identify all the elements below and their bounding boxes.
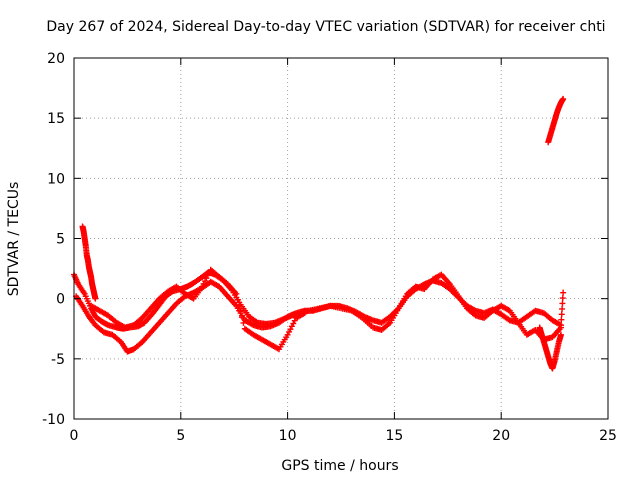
series-spike-early [79,223,99,302]
series-tail-dip [536,324,565,372]
data-point [92,295,99,302]
data-point [237,308,244,315]
series-track-a [71,269,567,332]
chart-title: Day 267 of 2024, Sidereal Day-to-day VTE… [46,19,605,35]
data-series [71,95,567,372]
series-spike-late [545,95,567,146]
axis-ticks: 0 5 10 15 20 25 -10 -5 0 5 10 15 20 [42,51,617,444]
data-point [240,319,247,326]
data-point [558,324,565,331]
data-point [558,331,565,338]
data-point [558,311,565,318]
y-tick-label: 20 [47,51,65,67]
data-point [559,300,566,307]
x-tick-label: 20 [492,428,510,444]
y-tick-label: 10 [47,171,65,187]
x-tick-label: 10 [279,428,297,444]
x-tick-label: 25 [599,428,617,444]
grid [74,58,608,419]
x-tick-label: 15 [385,428,403,444]
data-point [236,302,243,309]
y-axis-label: SDTVAR / TECUs [6,182,22,297]
x-tick-label: 0 [70,428,79,444]
y-tick-label: 0 [56,292,65,308]
data-point [559,305,566,312]
data-point [301,310,308,317]
y-tick-label: -5 [51,352,65,368]
data-point [233,290,240,297]
data-point [560,289,567,296]
data-point [560,95,567,102]
y-tick-label: -10 [42,412,65,428]
y-tick-label: 5 [56,232,65,248]
data-point [234,296,241,303]
y-tick-label: 15 [47,111,65,127]
series-track-c [88,266,308,353]
data-point [558,316,565,323]
x-axis-label: GPS time / hours [281,458,398,474]
x-tick-label: 5 [176,428,185,444]
data-point [559,295,566,302]
data-point [239,314,246,321]
